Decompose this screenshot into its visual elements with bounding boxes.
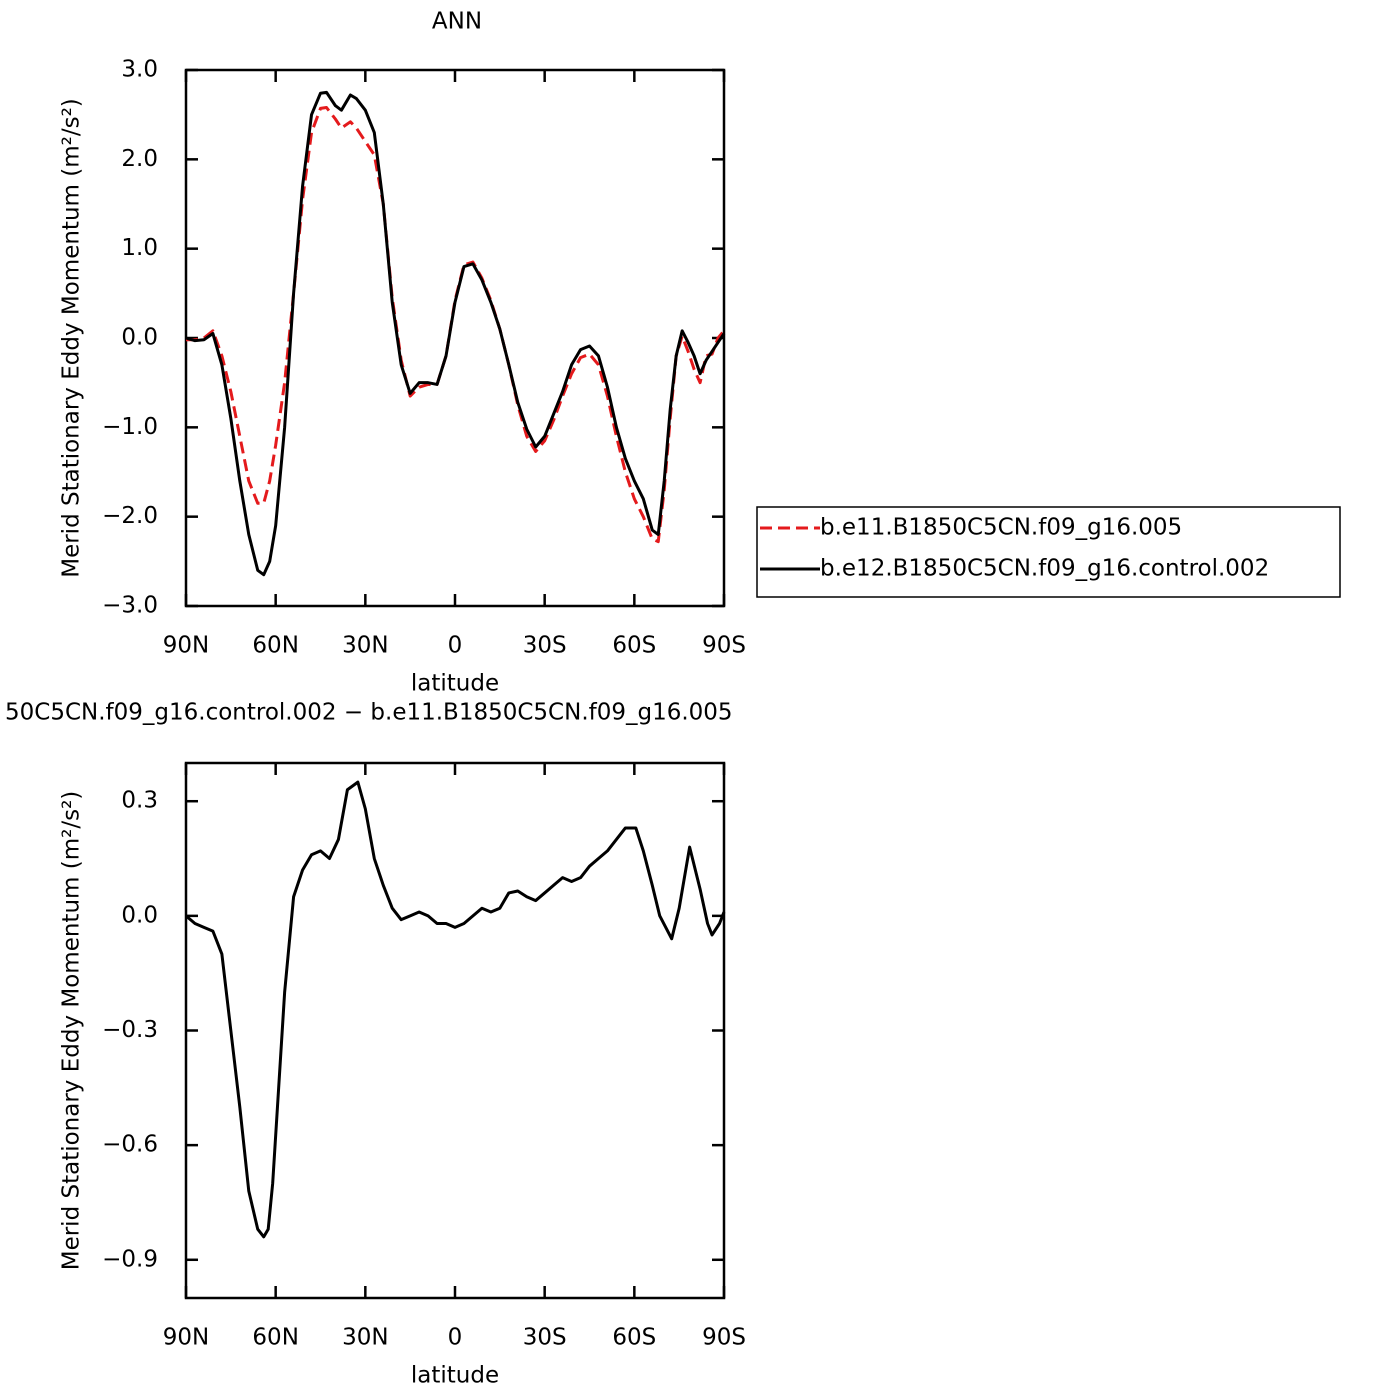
chart-title: ANN	[432, 9, 482, 35]
y-tick-label: 0.3	[121, 788, 158, 814]
legend-box	[756, 506, 1341, 598]
x-tick-label: 30S	[523, 633, 567, 659]
x-tick-label: 60S	[612, 1325, 656, 1351]
x-tick-label: 30N	[342, 633, 388, 659]
data-line	[186, 106, 726, 544]
x-tick-label: 90N	[163, 1325, 209, 1351]
data-line	[185, 780, 726, 1239]
y-tick-label: −0.6	[102, 1132, 158, 1158]
x-axis-label: latitude	[411, 1363, 499, 1389]
chart-title: 50C5CN.f09_g16.control.002 − b.e11.B1850…	[5, 700, 733, 726]
x-tick-label: 90S	[702, 1325, 746, 1351]
y-tick-label: 2.0	[121, 146, 158, 172]
x-tick-label: 60S	[612, 633, 656, 659]
y-tick-label: 0.0	[121, 325, 158, 351]
x-tick-label: 0	[448, 633, 463, 659]
y-tick-label: −0.3	[102, 1017, 158, 1043]
data-line	[185, 90, 726, 577]
y-axis-label: Merid Stationary Eddy Momentum (m²/s²)	[59, 98, 85, 578]
y-tick-label: 1.0	[121, 235, 158, 261]
y-axis-label: Merid Stationary Eddy Momentum (m²/s²)	[59, 791, 85, 1271]
x-axis-label: latitude	[411, 671, 499, 697]
legend-label: b.e11.B1850C5CN.f09_g16.005	[820, 515, 1182, 541]
x-tick-label: 60N	[252, 633, 298, 659]
x-tick-label: 30N	[342, 1325, 388, 1351]
x-tick-label: 90S	[702, 633, 746, 659]
x-tick-label: 0	[448, 1325, 463, 1351]
x-tick-label: 30S	[523, 1325, 567, 1351]
y-tick-label: −3.0	[102, 593, 158, 619]
x-tick-label: 60N	[252, 1325, 298, 1351]
x-tick-label: 90N	[163, 633, 209, 659]
plot-frame	[184, 68, 726, 608]
y-tick-label: −0.9	[102, 1246, 158, 1272]
y-tick-label: 0.0	[121, 902, 158, 928]
legend-label: b.e12.B1850C5CN.f09_g16.control.002	[820, 556, 1269, 582]
plot-frame	[184, 761, 726, 1300]
y-tick-label: −2.0	[102, 503, 158, 529]
y-tick-label: −1.0	[102, 414, 158, 440]
y-tick-label: 3.0	[121, 57, 158, 83]
